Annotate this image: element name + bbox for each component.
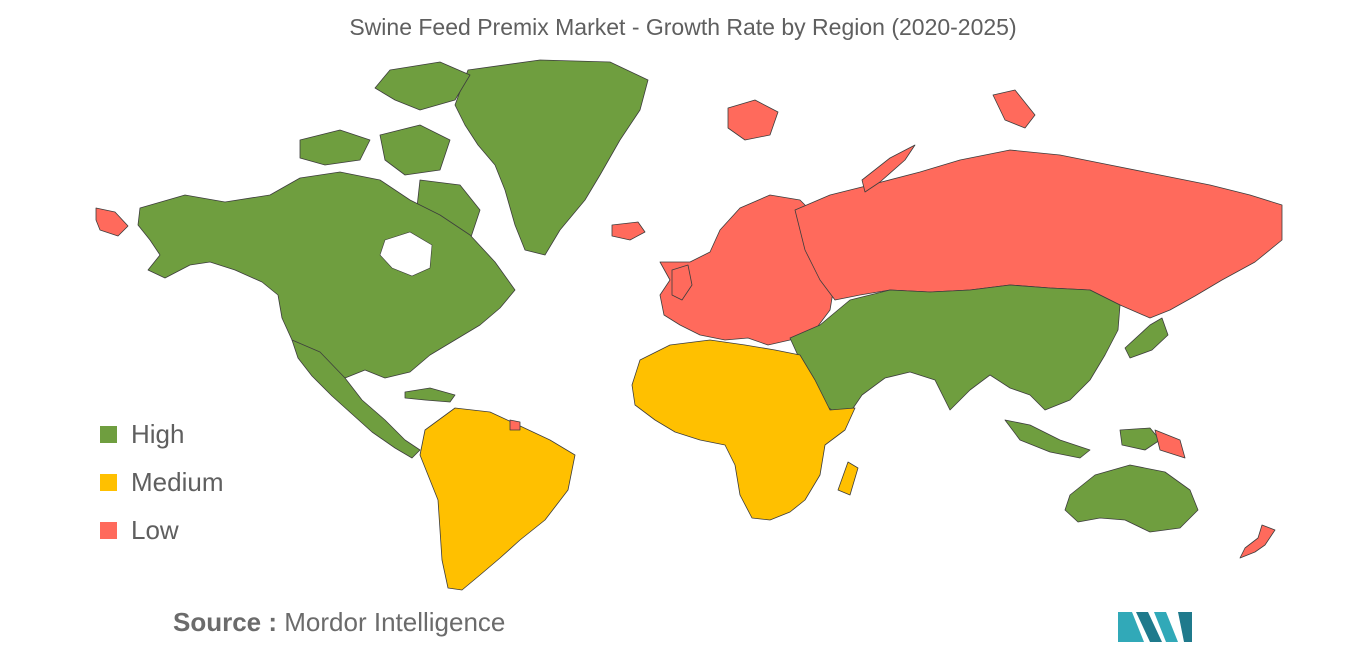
legend-swatch-medium: [100, 473, 117, 491]
legend-label-medium: Medium: [131, 466, 224, 497]
region-arctic-islands-3: [379, 124, 451, 176]
region-south-america: [419, 407, 576, 591]
legend-item-medium: Medium: [100, 458, 223, 506]
water-hudson-bay: [379, 231, 433, 277]
region-central-america: [291, 339, 421, 459]
chart-title: Swine Feed Premix Market - Growth Rate b…: [349, 14, 1017, 40]
region-asia: [789, 284, 1121, 421]
region-severnaya: [992, 89, 1036, 129]
region-new-zealand: [1239, 524, 1276, 559]
source-line: Source : Mordor Intelligence: [173, 607, 505, 638]
region-japan: [1124, 317, 1169, 359]
source-label: Source :: [173, 607, 278, 637]
legend-item-high: High: [100, 410, 223, 458]
source-name: Mordor Intelligence: [284, 607, 506, 637]
region-arctic-islands-1: [374, 61, 471, 111]
region-png: [1154, 429, 1186, 459]
region-new-guinea: [1119, 427, 1161, 451]
region-uk: [671, 264, 693, 301]
legend: High Medium Low: [100, 410, 223, 554]
region-arctic-islands-2: [299, 129, 371, 166]
region-europe: [659, 194, 836, 346]
region-north-america: [137, 171, 516, 379]
region-australia: [1064, 464, 1199, 533]
region-iceland: [611, 221, 646, 241]
legend-swatch-low: [100, 521, 117, 539]
region-novaya-zemlya: [861, 144, 916, 193]
region-sea-islands: [1004, 419, 1091, 459]
region-greenland: [454, 59, 649, 256]
legend-label-low: Low: [131, 514, 179, 545]
region-svalbard: [727, 99, 779, 141]
region-alaska-tip: [95, 207, 129, 237]
region-africa: [631, 339, 856, 521]
region-madagascar: [837, 461, 859, 496]
mordor-logo-icon: [1118, 612, 1192, 642]
region-caribbean: [404, 387, 456, 403]
region-russia: [794, 149, 1283, 319]
region-french-guiana: [509, 419, 521, 431]
legend-label-high: High: [131, 418, 185, 449]
legend-item-low: Low: [100, 506, 223, 554]
legend-swatch-high: [100, 425, 117, 443]
